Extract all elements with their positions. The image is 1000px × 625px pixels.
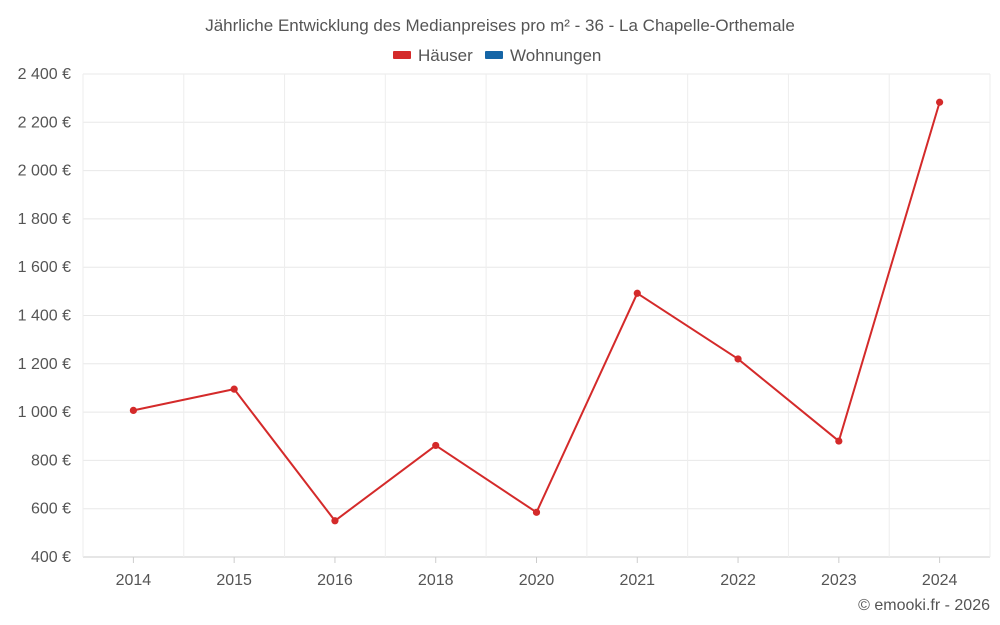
- x-tick-label: 2020: [519, 572, 555, 589]
- y-axis: 400 € 600 € 800 € 1 000 € 1 200 € 1 400 € 1 60…: [18, 66, 71, 566]
- data-point[interactable]: [835, 437, 843, 445]
- y-tick-label: 1 400 €: [18, 308, 71, 325]
- y-tick-label: 2 000 €: [18, 163, 71, 180]
- data-point[interactable]: [331, 517, 339, 525]
- y-tick-label: 1 200 €: [18, 356, 71, 373]
- data-point[interactable]: [633, 289, 641, 297]
- legend-label-wohnungen: Wohnungen: [510, 46, 601, 65]
- data-point[interactable]: [734, 355, 742, 363]
- y-tick-label: 1 800 €: [18, 211, 71, 228]
- legend: Häuser Wohnungen: [393, 46, 601, 65]
- x-tick-label: 2014: [116, 572, 152, 589]
- series-layer: [129, 98, 944, 525]
- data-point[interactable]: [230, 385, 238, 393]
- legend-label-haeuser: Häuser: [418, 46, 473, 65]
- y-tick-label: 1 000 €: [18, 404, 71, 421]
- x-tick-label: 2015: [216, 572, 252, 589]
- data-point[interactable]: [432, 441, 440, 450]
- x-axis: 2014 2015 2016 2018 2020 2021 2022 2023 2024: [116, 557, 958, 589]
- x-tick-label: 2018: [418, 572, 454, 589]
- grid: [82, 73, 991, 558]
- y-tick-label: 800 €: [31, 452, 71, 469]
- legend-swatch-haeuser: [393, 51, 411, 59]
- credit-text: © emooki.fr - 2026: [858, 597, 990, 614]
- y-tick-label: 2 200 €: [18, 114, 71, 131]
- data-point[interactable]: [532, 508, 541, 516]
- data-point[interactable]: [936, 98, 944, 106]
- data-point[interactable]: [129, 406, 137, 415]
- series-line-häuser: [133, 101, 941, 522]
- y-tick-label: 600 €: [31, 501, 71, 518]
- x-tick-label: 2021: [619, 572, 655, 589]
- chart-title: Jährliche Entwicklung des Medianpreises …: [205, 16, 795, 35]
- x-tick-label: 2023: [821, 572, 857, 589]
- x-tick-label: 2024: [922, 572, 958, 589]
- y-tick-label: 2 400 €: [18, 66, 71, 83]
- x-tick-label: 2016: [317, 572, 353, 589]
- legend-item-wohnungen[interactable]: Wohnungen: [485, 46, 601, 65]
- x-tick-label: 2022: [720, 572, 756, 589]
- legend-item-haeuser[interactable]: Häuser: [393, 46, 473, 65]
- y-tick-label: 1 600 €: [18, 259, 71, 276]
- y-tick-label: 400 €: [31, 549, 71, 566]
- legend-swatch-wohnungen: [485, 51, 503, 59]
